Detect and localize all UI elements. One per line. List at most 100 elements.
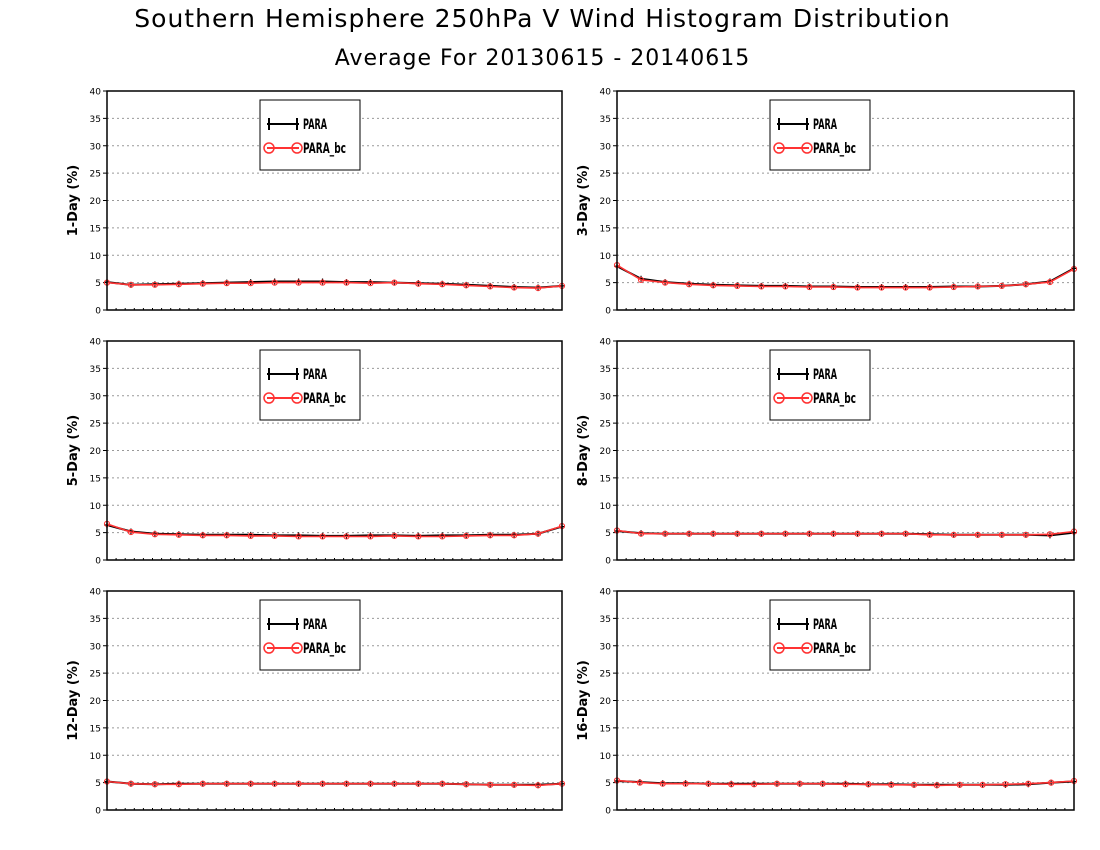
data-point-PARA_bc [734,282,741,290]
data-point-PARA_bc [463,781,470,788]
data-point-PARA_bc [175,531,182,538]
y-tick-label: 30 [90,392,102,402]
y-tick-label: 5 [95,279,101,289]
legend-label: PARA [303,617,327,633]
data-point-PARA_bc [806,530,813,537]
data-point-PARA_bc [175,281,182,288]
y-tick-label: 0 [605,307,611,317]
legend-box [259,99,361,171]
data-point-PARA_bc [463,282,470,289]
data-point-PARA_bc [854,530,861,537]
data-point-PARA_bc [463,532,470,540]
data-point-PARA_bc [782,283,789,290]
legend-marker [801,392,813,404]
data-point-PARA_bc [933,782,941,789]
data-point-PARA_bc [247,780,254,787]
y-axis-label: 16-Day (%) [576,660,591,741]
y-tick-label: 40 [600,588,612,598]
data-point-PARA_bc [534,285,542,292]
y-tick-label: 0 [605,807,611,817]
plot-frame [616,590,1075,811]
data-point-PARA_bc [637,530,645,537]
y-tick-label: 0 [605,557,611,567]
legend-box [259,349,361,421]
y-tick-label: 30 [90,642,102,652]
y-tick-label: 0 [95,307,101,317]
y-tick-label: 30 [600,642,612,652]
data-point-PARA_bc [391,780,398,787]
data-point-PARA_bc [710,282,717,289]
data-point-PARA_bc [511,781,518,788]
y-tick-label: 15 [600,474,611,484]
data-point-PARA_bc [367,780,374,787]
series-line-PARA_bc [616,779,1075,787]
legend-marker [801,142,813,154]
legend-label: PARA_bc [303,391,346,407]
data-point-PARA_bc [902,530,909,537]
y-tick-label: 25 [600,670,611,680]
y-tick-label: 5 [95,779,101,789]
data-point-PARA_bc [151,281,158,288]
data-point-PARA_bc [728,781,735,788]
data-point-PARA_bc [271,279,278,286]
chart-subtitle: Average For 20130615 - 20140615 [334,46,751,71]
series-line-PARA_bc [616,529,1075,536]
data-point-PARA_bc [1022,281,1029,288]
legend-marker [773,142,785,154]
legend-marker [291,392,303,404]
data-point-PARA_bc [710,530,717,537]
y-tick-label: 15 [600,224,611,234]
y-tick-label: 40 [90,338,102,348]
plot-frame [616,340,1075,561]
y-tick-label: 0 [95,807,101,817]
data-point-PARA_bc [534,530,542,537]
chart-title: Southern Hemisphere 250hPa V Wind Histog… [134,4,951,33]
data-point-PARA_bc [271,532,278,540]
data-point-PARA_bc [1046,531,1054,538]
y-tick-label: 35 [90,365,101,375]
data-point-PARA_bc [878,530,885,537]
data-point-PARA_bc [854,284,861,291]
chart-panel-6: 0 5 10 15 20 25 30 35 40 16-Day (%) PARA PARA_bc [576,588,1078,817]
y-axis-label: 5-Day (%) [66,415,81,487]
y-tick-label: 20 [600,197,612,207]
y-tick-label: 20 [90,697,102,707]
chart-panel-4: 0 5 10 15 20 25 30 35 40 8-Day (%) PARA PARA_bc [576,338,1078,567]
data-point-PARA_bc [830,283,837,291]
y-tick-label: 5 [605,279,611,289]
data-point-PARA_bc [151,531,158,538]
data-point-PARA_bc [511,284,518,291]
data-point-PARA_bc [127,281,135,288]
y-axis-label: 8-Day (%) [576,415,591,487]
data-point-PARA_bc [343,533,350,540]
legend-label: PARA [813,117,837,133]
data-point-PARA_bc [865,781,872,788]
legend-label: PARA [813,367,837,383]
data-point-PARA_bc [439,780,446,787]
data-point-PARA_bc [367,533,374,540]
legend-label: PARA_bc [303,141,346,157]
legend-marker [291,142,303,154]
legend-marker [263,392,275,404]
data-point-PARA_bc [487,781,494,788]
data-point-PARA_bc [998,282,1005,290]
y-tick-label: 30 [600,142,612,152]
data-point-PARA_bc [295,533,302,540]
y-tick-label: 10 [90,752,102,762]
y-tick-label: 40 [600,88,612,98]
data-point-PARA_bc [758,283,765,290]
data-point-PARA_bc [247,532,254,540]
data-point-PARA_bc [705,780,712,787]
data-point-PARA_bc [367,280,374,287]
chart-panel-5: 0 5 10 15 20 25 30 35 40 12-Day (%) PARA PARA_bc [66,588,566,817]
data-point-PARA_bc [950,531,957,538]
data-point-PARA_bc [758,530,765,537]
legend-marker [801,642,813,654]
chart-panel-1: 0 5 10 15 20 25 30 35 40 1-Day (%) PARA PARA_bc [66,88,566,317]
plot-frame [616,90,1075,311]
y-tick-label: 10 [600,252,612,262]
legend-label: PARA_bc [813,641,856,657]
data-point-PARA_bc [343,279,350,286]
data-point-PARA_bc [534,782,542,789]
